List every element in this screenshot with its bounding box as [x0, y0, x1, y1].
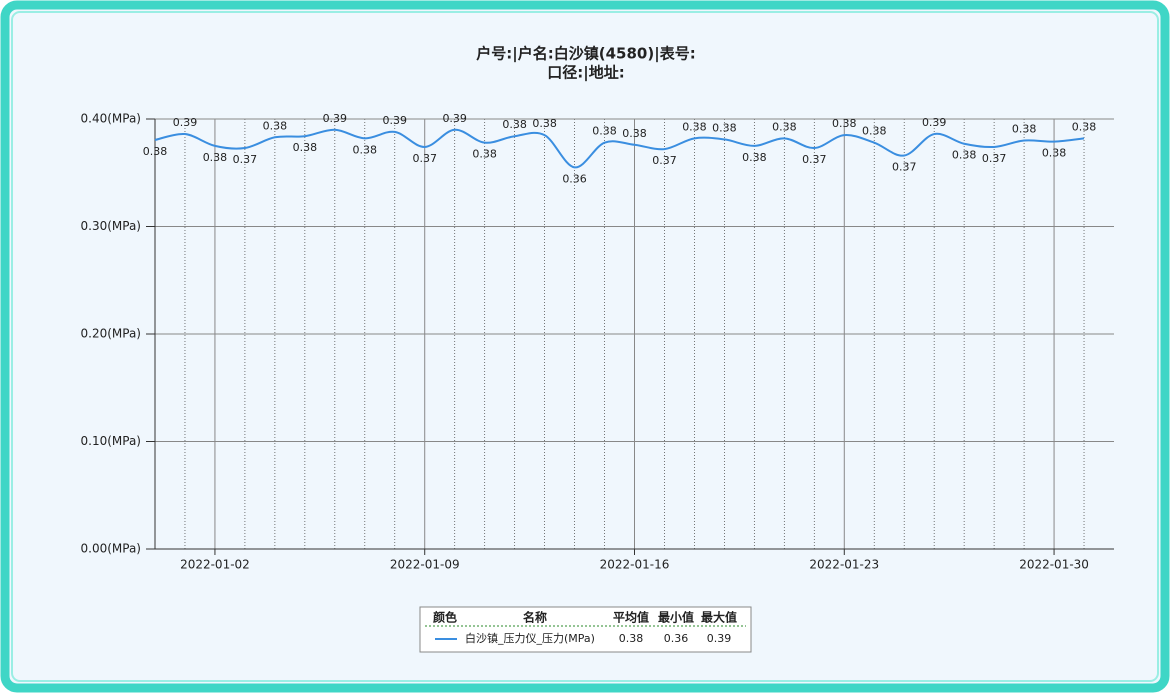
legend-header: 名称	[523, 610, 547, 625]
legend-header: 最大值	[701, 610, 737, 625]
data-label: 0.38	[712, 121, 737, 134]
chart-subtitle: 口径:|地址:	[547, 64, 624, 83]
data-label: 0.38	[143, 145, 168, 158]
data-label: 0.38	[532, 117, 557, 130]
data-label: 0.38	[682, 120, 707, 133]
data-label: 0.36	[562, 172, 587, 185]
x-tick-label: 2022-01-16	[600, 558, 670, 572]
data-label: 0.39	[442, 112, 467, 125]
y-tick-label: 0.40(MPa)	[81, 112, 142, 126]
legend-table	[419, 606, 752, 653]
data-label: 0.38	[293, 141, 318, 154]
data-label: 0.38	[203, 151, 228, 164]
data-label: 0.38	[472, 148, 497, 161]
y-tick-label: 0.10(MPa)	[81, 434, 142, 448]
data-label: 0.37	[412, 152, 437, 165]
data-label: 0.39	[383, 114, 408, 127]
y-tick-label: 0.30(MPa)	[81, 219, 142, 233]
x-tick-label: 2022-01-30	[1019, 558, 1089, 572]
data-label: 0.38	[263, 119, 288, 132]
legend-stat: 0.38	[619, 632, 644, 645]
chart-title: 户号:|户名:白沙镇(4580)|表号:	[476, 45, 695, 64]
y-tick-label: 0.00(MPa)	[81, 542, 142, 556]
data-label: 0.39	[173, 116, 198, 129]
legend-stat: 0.36	[664, 632, 689, 645]
data-label: 0.37	[233, 153, 258, 166]
data-label: 0.38	[1072, 120, 1097, 133]
data-label: 0.38	[1042, 147, 1067, 160]
data-label: 0.37	[652, 154, 677, 167]
legend-header: 平均值	[613, 610, 649, 625]
x-tick-label: 2022-01-23	[809, 558, 879, 572]
series-line	[154, 128, 1085, 169]
data-label: 0.37	[982, 152, 1007, 165]
data-label: 0.38	[592, 125, 617, 138]
frame-inner	[11, 11, 1159, 682]
data-label: 0.38	[742, 151, 767, 164]
legend-name: 白沙镇_压力仪_压力(MPa)	[465, 631, 595, 645]
legend-header: 颜色	[433, 610, 457, 625]
x-tick-label: 2022-01-09	[390, 558, 460, 572]
data-label: 0.38	[622, 127, 647, 140]
data-label: 0.38	[952, 149, 977, 162]
data-label: 0.37	[802, 153, 827, 166]
legend-stat: 0.39	[707, 632, 732, 645]
legend-header: 最小值	[658, 610, 694, 625]
y-tick-label: 0.20(MPa)	[81, 327, 142, 341]
data-label: 0.38	[353, 143, 378, 156]
data-label: 0.38	[1012, 123, 1037, 136]
data-label: 0.38	[862, 125, 887, 138]
data-label: 0.39	[323, 112, 348, 125]
data-label: 0.39	[922, 116, 947, 129]
data-label: 0.38	[832, 117, 857, 130]
data-label: 0.38	[772, 120, 797, 133]
x-tick-label: 2022-01-02	[180, 558, 250, 572]
data-label: 0.37	[892, 161, 917, 174]
data-label: 0.38	[502, 118, 527, 131]
